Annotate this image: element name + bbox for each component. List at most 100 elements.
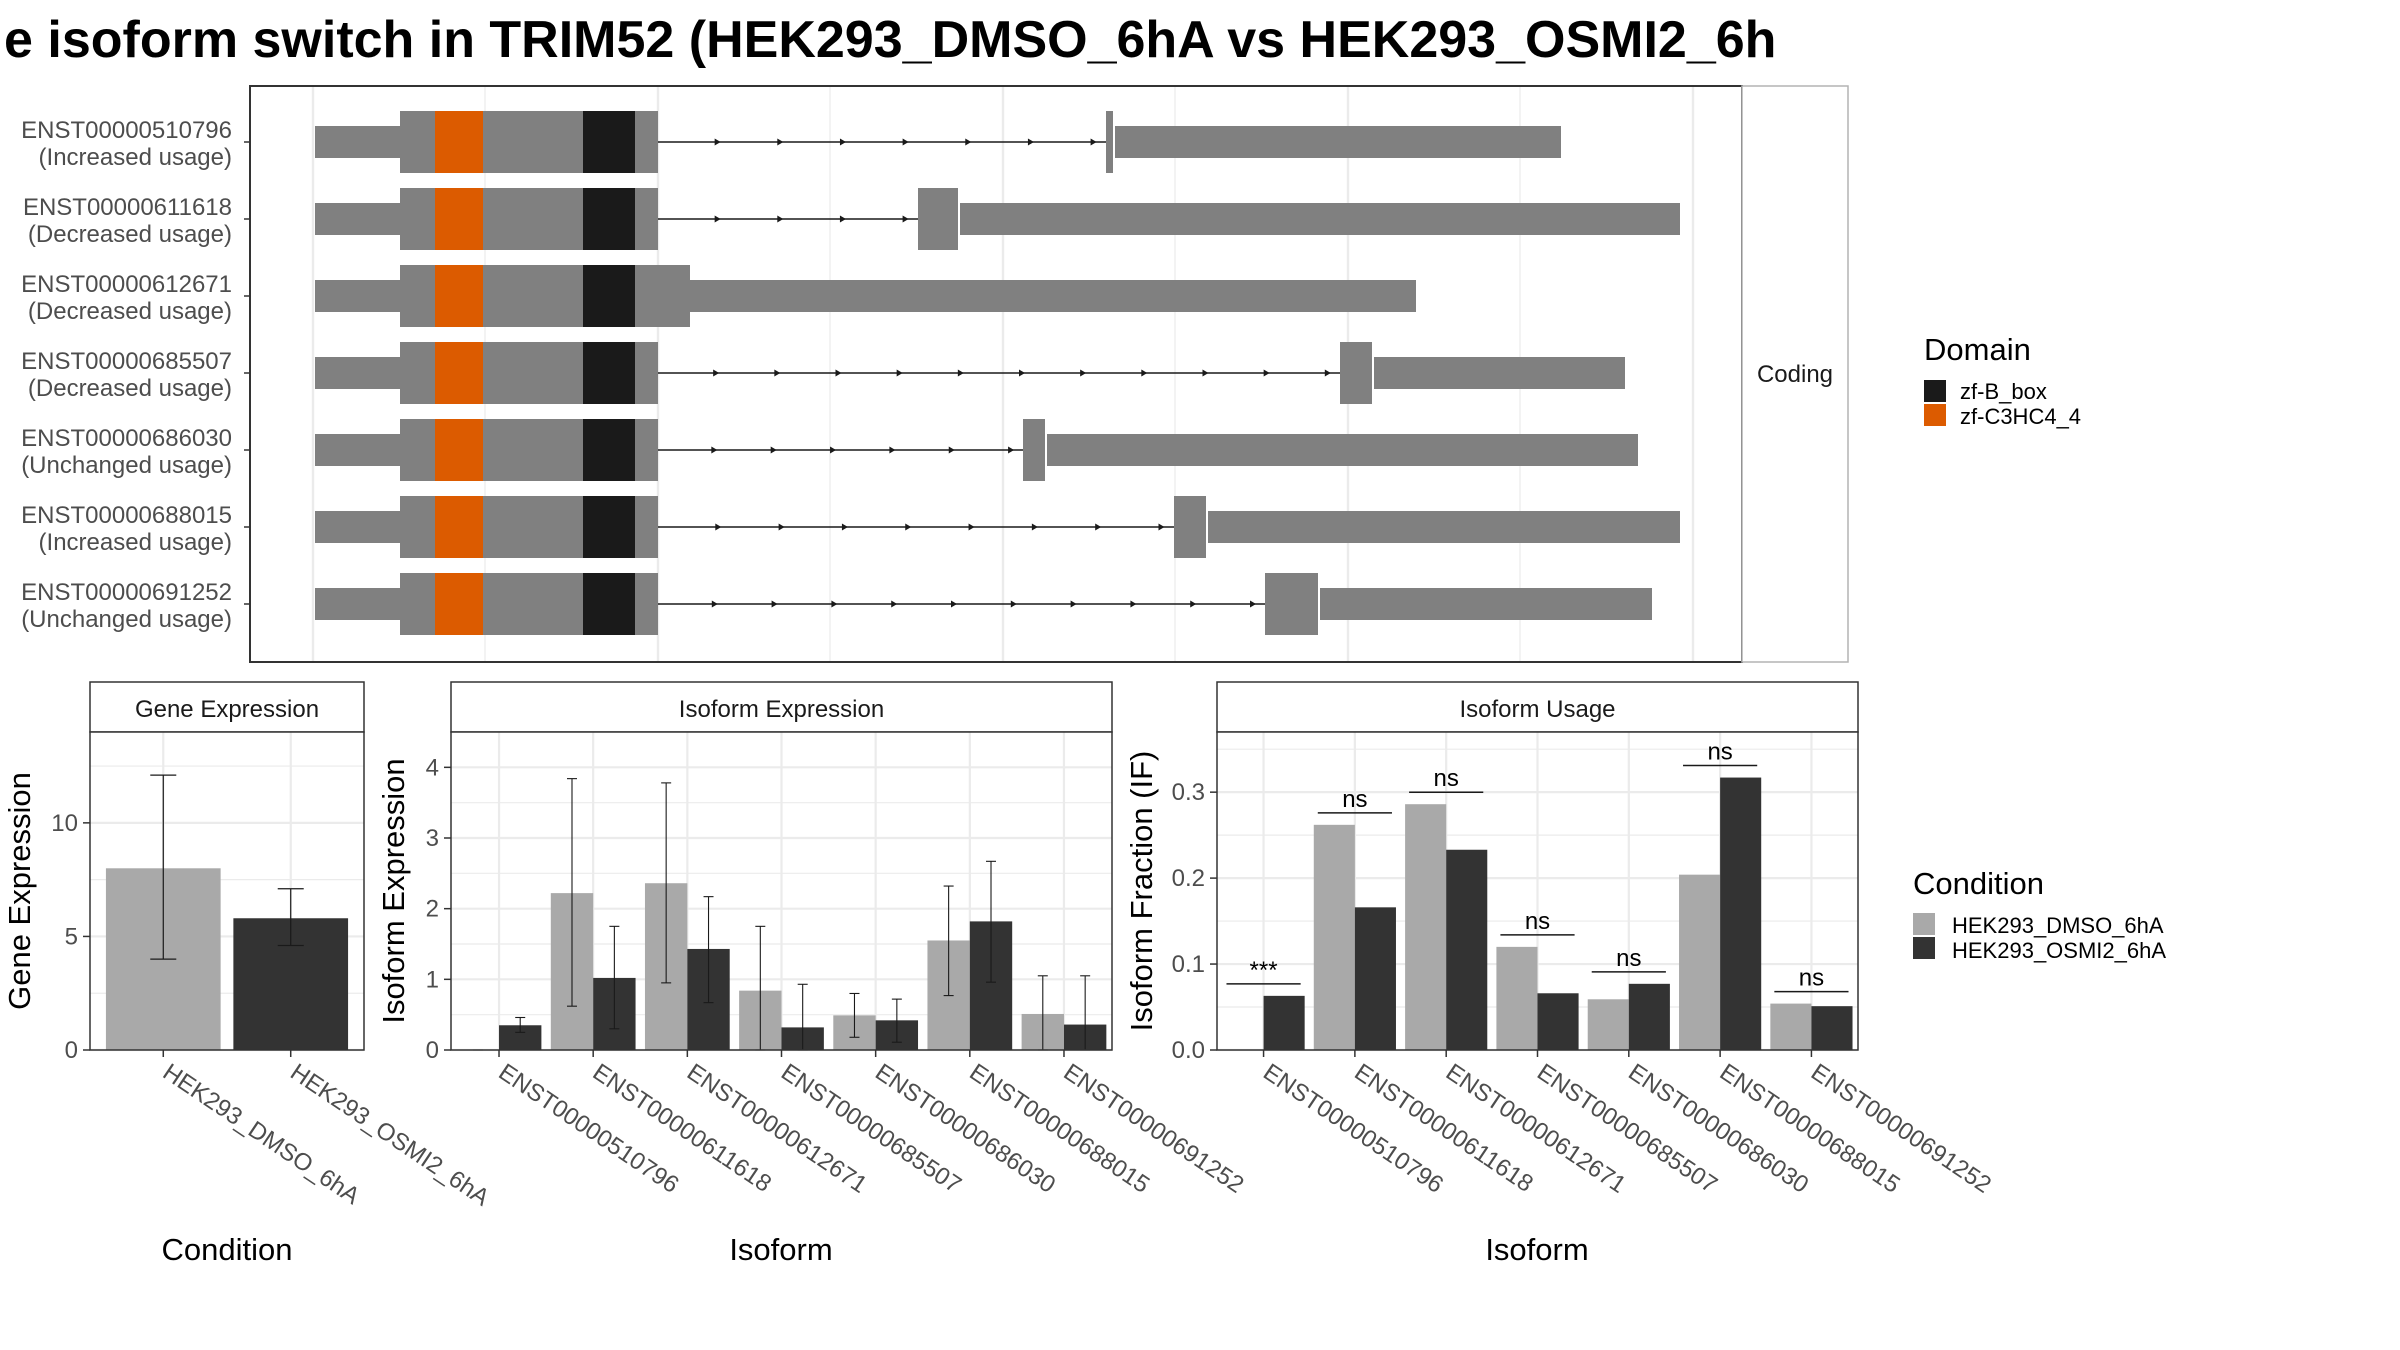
utr-5prime [315,280,400,312]
bar-dmso [1313,824,1355,1050]
x-axis-title: Isoform [1485,1232,1588,1267]
figure-title: e isoform switch in TRIM52 (HEK293_DMSO_… [4,11,1776,69]
intron-arrow-icon [1263,369,1270,377]
coding-exon [400,342,435,404]
y-tick-label: 0 [426,1037,439,1064]
coding-exon [400,188,435,250]
utr-5prime [315,203,400,235]
bar-osmi2 [1811,1006,1853,1050]
utr-3prime [1208,511,1680,543]
coding-exon [635,419,658,481]
domain-zf-c3hc4 [435,342,483,404]
panel-title: Isoform Expression [679,696,884,723]
bar-dmso [1496,946,1538,1050]
significance-annotations: *** ns ns ns ns ns ns [1226,739,1849,993]
utr-5prime [315,357,400,389]
transcript-track-row [315,188,1680,250]
intron-arrow-icon [1130,600,1137,608]
utr-3prime [1374,357,1625,389]
coding-exon [635,342,658,404]
coding-exon [635,188,658,250]
coding-exon [400,496,435,558]
coding-exon [400,111,435,173]
utr-5prime [315,588,400,620]
transcript-track-row [315,111,1561,173]
bar-osmi2 [1720,777,1762,1050]
transcript-track-row [315,419,1638,481]
transcript-id-label: ENST00000611618 [23,194,232,221]
intron-arrow-icon [902,215,909,223]
bar-osmi2 [1354,907,1396,1050]
structure-labels: ENST00000510796(Increased usage)ENST0000… [21,117,250,633]
domain-zf-b-box [583,111,635,173]
y-tick-label: 2 [426,896,439,923]
condition-legend-swatch-dmso [1913,913,1935,935]
condition-legend-label-osmi2: HEK293_OSMI2_6hA [1952,938,2166,963]
y-tick-label: 0.0 [1172,1037,1205,1064]
intron-arrow-icon [830,446,837,454]
utr-3prime [1320,588,1652,620]
significance-label: ns [1616,945,1641,972]
intron-arrow-icon [1190,600,1197,608]
coding-exon [483,188,583,250]
intron-arrow-icon [1018,369,1025,377]
structure-strip [1741,85,1849,663]
bar-osmi2 [1446,849,1488,1050]
utr-3prime [1047,434,1638,466]
domain-zf-b-box [583,496,635,558]
intron-arrow-icon [1090,138,1097,146]
y-tick-label: 0.1 [1172,951,1205,978]
intron-arrow-icon [905,523,912,531]
panel-strip [450,681,1113,733]
intron-arrow-icon [957,369,964,377]
intron-arrow-icon [1010,600,1017,608]
coding-exon [635,573,658,635]
coding-exon [400,573,435,635]
bar-dmso [1405,804,1447,1050]
domain-zf-c3hc4 [435,111,483,173]
intron-arrow-icon [1080,369,1087,377]
intron-arrow-icon [1141,369,1148,377]
bar-osmi2 [1263,995,1305,1050]
intron-arrow-icon [770,446,777,454]
domain-zf-c3hc4 [435,188,483,250]
coding-exon [1174,496,1206,558]
transcript-status-label: (Increased usage) [39,144,232,171]
significance-label: ns [1707,739,1732,766]
transcript-status-label: (Unchanged usage) [21,606,232,633]
condition-legend-label-dmso: HEK293_DMSO_6hA [1952,913,2164,938]
transcript-id-label: ENST00000688015 [21,502,232,529]
y-tick-label: 10 [51,810,78,837]
domain-legend-label-zf-b-box: zf-B_box [1960,379,2047,404]
bar-osmi2 [1628,983,1670,1050]
intron-arrow-icon [1324,369,1331,377]
y-tick-label: 0.3 [1172,779,1205,806]
intron-arrow-icon [1202,369,1209,377]
intron-arrow-icon [1031,523,1038,531]
domain-zf-b-box [583,342,635,404]
x-axis-title: Isoform [729,1232,832,1267]
panel-strip [89,681,365,733]
domain-zf-c3hc4 [435,573,483,635]
intron-arrow-icon [841,523,848,531]
intron-arrow-icon [715,523,722,531]
transcript-status-label: (Unchanged usage) [21,452,232,479]
significance-label: ns [1799,965,1824,992]
coding-exon [400,265,435,327]
transcript-track-row [315,496,1680,558]
bar-osmi2 [1537,993,1579,1050]
bar-dmso [1770,1003,1812,1050]
intron-arrow-icon [778,523,785,531]
bars [105,774,349,1050]
intron-arrow-icon [889,446,896,454]
transcript-status-label: (Decreased usage) [28,221,232,248]
intron-arrow-icon [839,215,846,223]
x-axis-title: Condition [162,1232,293,1267]
intron-arrow-icon [1095,523,1102,531]
domain-legend-swatch-zf-b-box [1924,380,1946,402]
intron-arrow-icon [951,600,958,608]
transcript-track-row [315,573,1652,635]
x-tick-label: HEK293_OSMI2_6hA [285,1059,494,1212]
intron-arrow-icon [771,600,778,608]
